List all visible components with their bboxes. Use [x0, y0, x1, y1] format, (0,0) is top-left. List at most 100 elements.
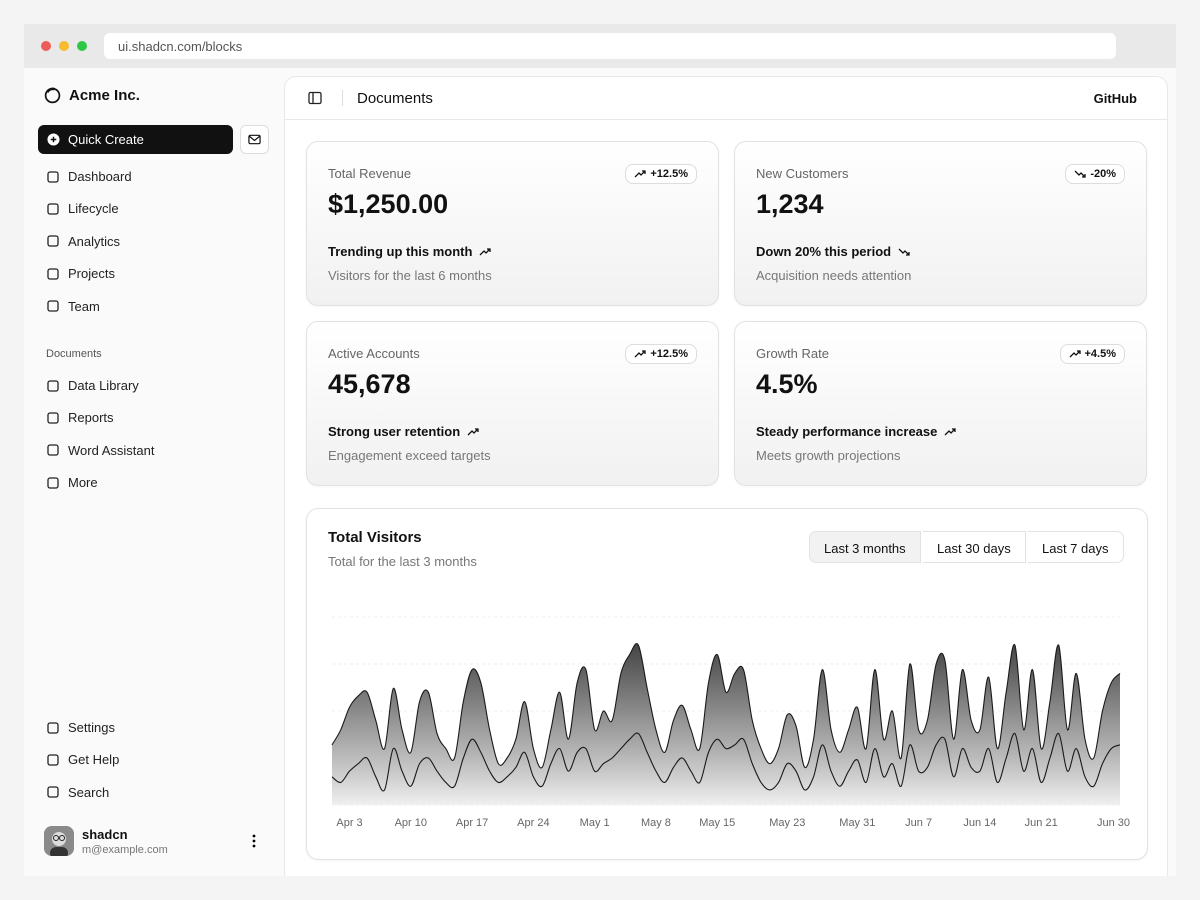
- chart-title: Total Visitors: [328, 529, 422, 546]
- metric-note: Visitors for the last 6 months: [328, 268, 492, 283]
- nav-label: More: [68, 475, 98, 491]
- nav-icon: [47, 268, 59, 280]
- nav-icon: [47, 203, 59, 215]
- url-bar[interactable]: ui.shadcn.com/blocks: [104, 33, 1116, 59]
- trend-text: Strong user retention: [328, 424, 461, 439]
- nav-icon: [47, 379, 59, 392]
- nav-item[interactable]: Reports: [46, 410, 114, 425]
- nav-label: Dashboard: [68, 169, 132, 184]
- nav-item[interactable]: Team: [46, 299, 100, 314]
- avatar: [44, 826, 74, 856]
- separator: [342, 90, 343, 106]
- metric-note: Engagement exceed targets: [328, 448, 491, 463]
- nav-label: Data Library: [68, 378, 139, 393]
- metric-trend: Strong user retention: [328, 424, 479, 439]
- x-tick-label: Apr 24: [517, 817, 549, 829]
- metric-badge: -20%: [1065, 164, 1125, 184]
- nav-item[interactable]: Data Library: [46, 378, 139, 393]
- brand[interactable]: Acme Inc.: [44, 87, 140, 104]
- x-tick-label: Apr 17: [456, 817, 488, 829]
- badge-text: -20%: [1090, 168, 1116, 180]
- x-tick-label: May 23: [769, 817, 805, 829]
- nav-item[interactable]: Projects: [46, 266, 115, 281]
- x-tick-label: May 8: [641, 817, 671, 829]
- range-tab[interactable]: Last 3 months: [809, 531, 921, 563]
- brand-name: Acme Inc.: [69, 87, 140, 104]
- nav-item[interactable]: Settings: [46, 720, 115, 735]
- metric-badge: +12.5%: [625, 164, 697, 184]
- nav-icon: [47, 786, 59, 798]
- nav-icon: [47, 444, 59, 456]
- sidebar-toggle[interactable]: [308, 91, 322, 110]
- metric-label: Growth Rate: [756, 346, 829, 361]
- minimize-dot[interactable]: [59, 41, 69, 51]
- nav-label: Lifecycle: [68, 201, 119, 217]
- nav-item[interactable]: More: [46, 475, 98, 490]
- nav-label: Reports: [68, 410, 114, 426]
- nav-icon: [47, 412, 59, 424]
- nav-icon: [47, 721, 59, 734]
- nav-label: Projects: [68, 266, 115, 282]
- metric-label: New Customers: [756, 166, 849, 181]
- close-dot[interactable]: [41, 41, 51, 51]
- x-tick-label: Jun 30: [1097, 817, 1130, 829]
- nav-label: Team: [68, 298, 100, 314]
- user-menu[interactable]: [252, 834, 256, 853]
- chart-subtitle: Total for the last 3 months: [328, 554, 477, 569]
- nav-item[interactable]: Word Assistant: [46, 443, 154, 458]
- metric-badge: +12.5%: [625, 344, 697, 364]
- x-tick-label: May 1: [580, 817, 610, 829]
- x-tick-label: Apr 3: [336, 817, 362, 829]
- nav-icon: [47, 477, 59, 489]
- github-link[interactable]: GitHub: [1093, 91, 1137, 106]
- metric-card: Total Revenue +12.5% $1,250.00 Trending up …: [306, 141, 719, 306]
- metric-label: Total Revenue: [328, 166, 412, 181]
- quick-create-button[interactable]: Quick Create: [38, 125, 233, 154]
- trend-text: Steady performance increase: [756, 424, 938, 439]
- browser-bar: ui.shadcn.com/blocks: [24, 24, 1176, 68]
- metric-value: 45,678: [328, 369, 411, 399]
- quick-create-label: Quick Create: [68, 132, 144, 147]
- user-email: m@example.com: [82, 844, 168, 856]
- metric-card: New Customers -20% 1,234 Down 20% this peri…: [734, 141, 1147, 306]
- nav-label: Word Assistant: [68, 442, 155, 458]
- nav-item[interactable]: Search: [46, 785, 109, 800]
- area-line: [331, 643, 1121, 769]
- user-name: shadcn: [82, 827, 128, 842]
- nav-label: Analytics: [68, 233, 121, 249]
- inbox-button[interactable]: [240, 125, 269, 154]
- nav-icon: [47, 300, 59, 312]
- trend-text: Down 20% this period: [756, 244, 892, 259]
- visitors-chart: Apr 3 Apr 10 Apr 17 Apr 24 May 1 May 8 May 15 M…: [331, 616, 1130, 829]
- badge-text: +12.5%: [650, 168, 688, 180]
- metric-card: Active Accounts +12.5% 45,678 Strong user r…: [306, 321, 719, 486]
- nav-icon: [47, 754, 59, 766]
- nav-item[interactable]: Dashboard: [46, 169, 132, 184]
- nav-icon: [47, 170, 59, 183]
- range-tab[interactable]: Last 7 days: [1028, 531, 1124, 563]
- nav-icon: [47, 235, 59, 247]
- range-tab[interactable]: Last 30 days: [923, 531, 1026, 563]
- badge-text: +12.5%: [650, 348, 688, 360]
- nav-item[interactable]: Get Help: [46, 752, 119, 767]
- metric-badge: +4.5%: [1059, 344, 1125, 364]
- metric-value: 1,234: [756, 189, 824, 219]
- x-tick-label: Jun 21: [1025, 817, 1058, 829]
- metric-trend: Trending up this month: [328, 244, 492, 259]
- nav-label: Get Help: [68, 752, 120, 768]
- x-tick-label: Apr 10: [395, 817, 427, 829]
- nav-item[interactable]: Lifecycle: [46, 201, 119, 216]
- badge-text: +4.5%: [1084, 348, 1117, 360]
- area-line: [331, 732, 1121, 792]
- area: [332, 733, 1120, 805]
- metric-note: Acquisition needs attention: [756, 268, 912, 283]
- nav-label: Settings: [68, 720, 115, 735]
- trend-text: Trending up this month: [328, 244, 473, 259]
- nav-item[interactable]: Analytics: [46, 234, 120, 249]
- metric-trend: Down 20% this period: [756, 244, 910, 259]
- metric-label: Active Accounts: [328, 346, 420, 361]
- x-tick-label: May 31: [839, 817, 875, 829]
- nav-label: Search: [68, 784, 110, 800]
- maximize-dot[interactable]: [77, 41, 87, 51]
